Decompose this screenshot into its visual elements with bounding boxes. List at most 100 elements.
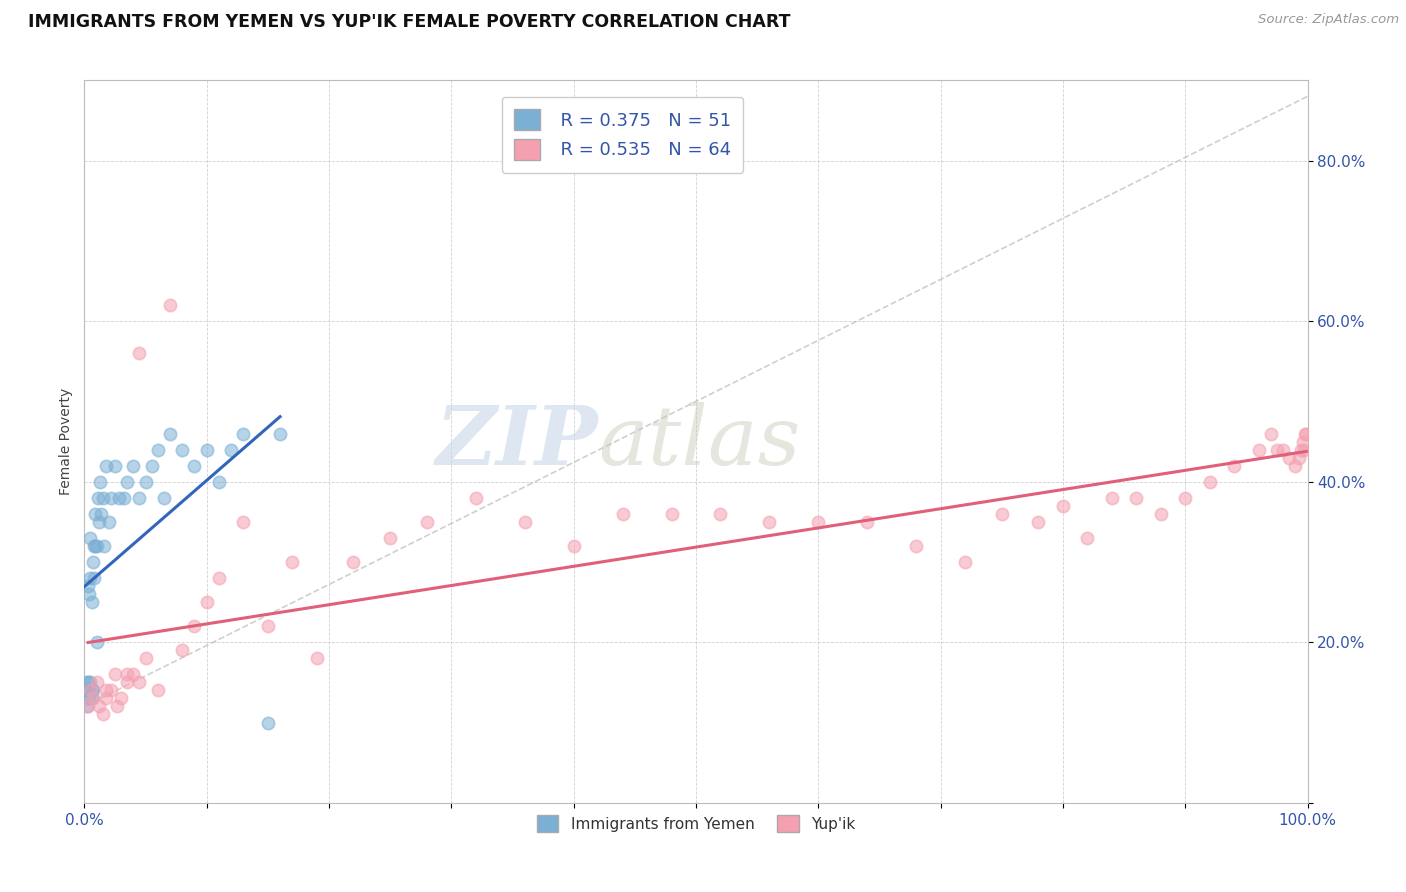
Point	[513, 515, 536, 529]
Legend: Immigrants from Yemen, Yup'ik: Immigrants from Yemen, Yup'ik	[531, 809, 860, 838]
Point	[380, 531, 402, 545]
Point	[856, 515, 879, 529]
Point	[96, 458, 118, 473]
Point	[416, 515, 439, 529]
Point	[75, 683, 97, 698]
Point	[195, 595, 218, 609]
Point	[89, 475, 111, 489]
Point	[77, 579, 100, 593]
Point	[709, 507, 731, 521]
Point	[77, 683, 100, 698]
Point	[105, 699, 128, 714]
Point	[79, 683, 101, 698]
Point	[76, 699, 98, 714]
Point	[97, 515, 120, 529]
Point	[77, 683, 100, 698]
Point	[905, 539, 928, 553]
Point	[104, 667, 127, 681]
Point	[1284, 458, 1306, 473]
Point	[128, 675, 150, 690]
Point	[115, 675, 138, 690]
Point	[115, 475, 138, 489]
Point	[135, 651, 157, 665]
Point	[1291, 442, 1313, 457]
Point	[1198, 475, 1220, 489]
Point	[77, 675, 100, 690]
Point	[172, 442, 194, 457]
Point	[159, 426, 181, 441]
Y-axis label: Female Poverty: Female Poverty	[59, 388, 73, 495]
Point	[146, 442, 169, 457]
Point	[562, 539, 585, 553]
Point	[146, 683, 169, 698]
Point	[80, 595, 103, 609]
Point	[107, 491, 129, 505]
Point	[208, 475, 231, 489]
Point	[122, 458, 145, 473]
Point	[153, 491, 176, 505]
Point	[195, 442, 218, 457]
Point	[84, 539, 107, 553]
Point	[80, 683, 103, 698]
Point	[464, 491, 486, 505]
Point	[159, 298, 181, 312]
Point	[104, 458, 127, 473]
Point	[208, 571, 231, 585]
Point	[110, 691, 132, 706]
Point	[77, 587, 100, 601]
Point	[122, 667, 145, 681]
Point	[1101, 491, 1123, 505]
Point	[80, 691, 103, 706]
Point	[219, 442, 242, 457]
Point	[807, 515, 830, 529]
Point	[86, 635, 108, 649]
Point	[991, 507, 1014, 521]
Point	[758, 515, 780, 529]
Point	[257, 715, 280, 730]
Point	[96, 683, 118, 698]
Point	[79, 675, 101, 690]
Point	[1028, 515, 1050, 529]
Point	[1288, 450, 1310, 465]
Point	[83, 571, 105, 585]
Point	[79, 531, 101, 545]
Point	[1052, 499, 1074, 513]
Point	[232, 515, 254, 529]
Point	[342, 555, 364, 569]
Point	[128, 346, 150, 360]
Point	[1223, 458, 1246, 473]
Point	[82, 555, 104, 569]
Point	[115, 667, 138, 681]
Point	[1292, 442, 1315, 457]
Point	[305, 651, 328, 665]
Point	[257, 619, 280, 633]
Point	[96, 691, 118, 706]
Point	[1265, 442, 1288, 457]
Point	[612, 507, 634, 521]
Text: Source: ZipAtlas.com: Source: ZipAtlas.com	[1258, 13, 1399, 27]
Point	[1294, 426, 1316, 441]
Point	[91, 707, 114, 722]
Point	[232, 426, 254, 441]
Point	[100, 491, 122, 505]
Point	[1125, 491, 1147, 505]
Point	[1076, 531, 1098, 545]
Point	[1260, 426, 1282, 441]
Point	[83, 539, 105, 553]
Text: IMMIGRANTS FROM YEMEN VS YUP'IK FEMALE POVERTY CORRELATION CHART: IMMIGRANTS FROM YEMEN VS YUP'IK FEMALE P…	[28, 13, 790, 31]
Point	[86, 675, 108, 690]
Point	[87, 515, 110, 529]
Point	[1174, 491, 1197, 505]
Point	[183, 458, 205, 473]
Point	[112, 491, 135, 505]
Point	[1292, 434, 1315, 449]
Point	[281, 555, 304, 569]
Point	[953, 555, 976, 569]
Point	[1295, 426, 1317, 441]
Point	[141, 458, 163, 473]
Point	[269, 426, 291, 441]
Text: ZIP: ZIP	[436, 401, 598, 482]
Point	[87, 699, 110, 714]
Point	[90, 507, 112, 521]
Point	[87, 491, 110, 505]
